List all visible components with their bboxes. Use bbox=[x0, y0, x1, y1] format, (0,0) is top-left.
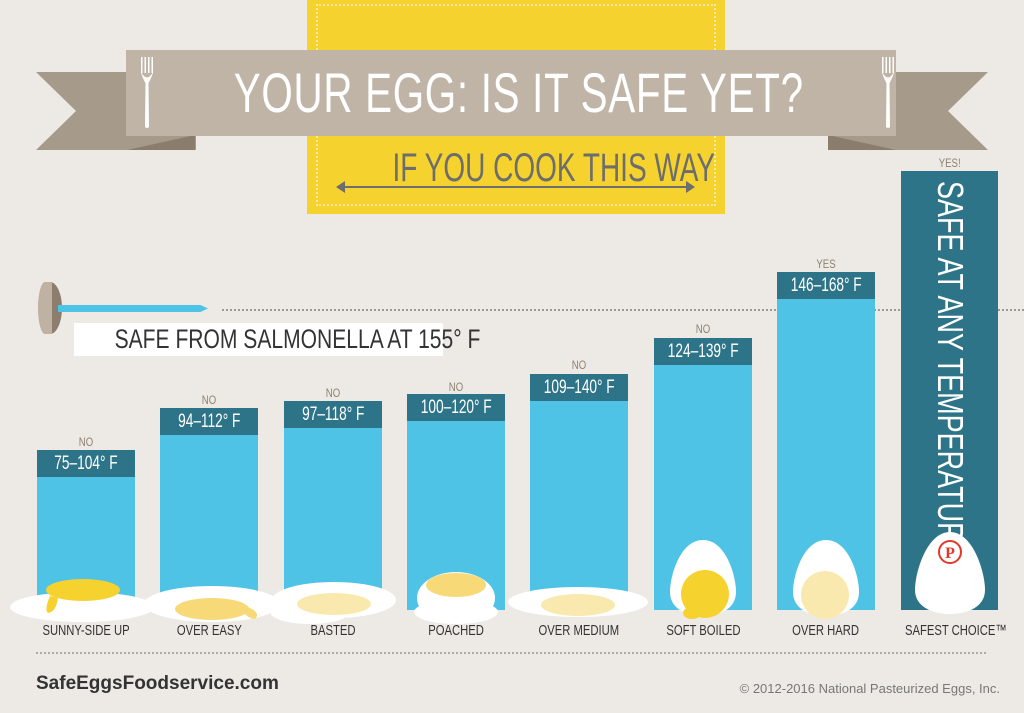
footer-divider bbox=[36, 652, 986, 654]
temp-range: 97–118° F bbox=[284, 401, 382, 428]
temp-range: 124–139° F bbox=[654, 338, 752, 365]
temp-range: 100–120° F bbox=[407, 394, 505, 421]
double-arrow-line bbox=[340, 186, 690, 188]
verdict-label: NO bbox=[325, 386, 341, 400]
category-label: OVER HARD bbox=[792, 622, 860, 639]
category-label: POACHED bbox=[428, 622, 484, 639]
over-easy-egg-icon bbox=[144, 586, 280, 622]
sunny-side-up-egg-icon bbox=[10, 579, 154, 622]
category-label: SAFEST CHOICE™ bbox=[904, 622, 1007, 639]
page-title: YOUR EGG: IS IT SAFE YET? bbox=[233, 61, 804, 124]
bar-over-medium: 109–140° F bbox=[530, 374, 628, 610]
over-medium-egg-icon bbox=[508, 587, 648, 617]
temp-range: 109–140° F bbox=[530, 374, 628, 401]
bar-over-easy: 94–112° F bbox=[160, 408, 258, 610]
logo-letter: P bbox=[945, 545, 955, 562]
category-label: SOFT BOILED bbox=[665, 622, 741, 639]
category-label: BASTED bbox=[310, 622, 356, 639]
temp-range: 146–168° F bbox=[777, 272, 875, 299]
pasteurized-egg-icon: P bbox=[915, 532, 985, 614]
arrow-left-icon bbox=[336, 181, 345, 193]
verdict-label: NO bbox=[695, 322, 711, 336]
thermometer-probe-icon bbox=[58, 305, 208, 312]
thermometer-dial-edge bbox=[38, 282, 52, 334]
egg-illustrations bbox=[10, 572, 648, 624]
basted-egg-icon bbox=[270, 582, 396, 624]
threshold-line bbox=[222, 309, 1024, 311]
arrow-right-icon bbox=[686, 181, 695, 193]
subtitle: IF YOU COOK THIS WAY bbox=[392, 146, 716, 190]
website-link[interactable]: SafeEggsFoodservice.com bbox=[36, 673, 279, 694]
temp-range: 94–112° F bbox=[160, 408, 258, 435]
verdict-label: YES bbox=[816, 257, 836, 271]
verdict-label: YES! bbox=[939, 156, 961, 170]
verdict-label: NO bbox=[448, 380, 464, 394]
fork-icon bbox=[882, 57, 894, 128]
threshold-label: SAFE FROM SALMONELLA AT 155° F bbox=[114, 324, 481, 354]
verdict-label: NO bbox=[201, 393, 217, 407]
copyright: © 2012-2016 National Pasteurized Eggs, I… bbox=[739, 681, 1000, 696]
threshold-label-box bbox=[74, 323, 443, 356]
hard-boiled-egg-icon bbox=[793, 540, 859, 619]
title-ribbon bbox=[126, 50, 896, 136]
soft-boiled-egg-icon bbox=[670, 540, 736, 619]
fork-icon bbox=[141, 57, 153, 128]
category-label: SUNNY-SIDE UP bbox=[42, 622, 130, 639]
verdict-label: NO bbox=[78, 435, 94, 449]
category-label: OVER MEDIUM bbox=[538, 622, 620, 639]
poached-egg-icon bbox=[414, 572, 498, 624]
safe-any-temperature-label: SAFE AT ANY TEMPERATURE bbox=[930, 181, 971, 560]
temp-range: 75–104° F bbox=[37, 450, 135, 477]
category-label: OVER EASY bbox=[176, 622, 242, 639]
bar-over-hard: 146–168° F bbox=[777, 272, 875, 610]
bar-basted: 97–118° F bbox=[284, 401, 382, 610]
verdict-label: NO bbox=[571, 358, 587, 372]
